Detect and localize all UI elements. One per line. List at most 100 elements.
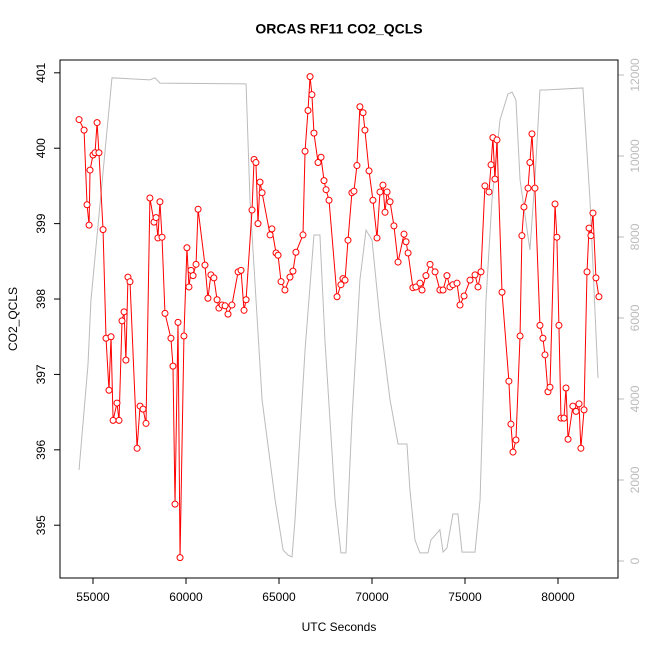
data-point [248,206,256,214]
data-point [386,198,394,206]
data-point [133,444,141,452]
data-point [356,103,364,111]
data-point [95,149,103,157]
data-point [120,308,128,316]
data-point [460,292,468,300]
x-tick-label: 60000 [169,590,203,604]
y2-tick-label: 0 [628,557,642,564]
data-point [569,402,577,410]
y-tick-label: 400 [34,138,48,158]
data-point [107,333,115,341]
data-point [551,200,559,208]
data-point [254,220,262,228]
data-point [422,272,430,280]
data-point [224,310,232,318]
data-point [171,500,179,508]
y-axis-label: CO2_QCLS [6,287,20,351]
data-point [585,224,593,232]
data-point [75,116,83,124]
data-point [516,332,524,340]
data-point [583,268,591,276]
data-point [439,286,447,294]
data-point [474,283,482,291]
x-tick-label: 70000 [355,590,389,604]
data-point [189,272,197,280]
data-point [487,161,495,169]
data-point [390,222,398,230]
y2-tick-label: 8000 [628,223,642,250]
data-point [379,181,387,189]
data-point [161,309,169,317]
data-point [564,435,572,443]
data-point [252,159,260,167]
data-point [466,276,474,284]
data-point [156,198,164,206]
data-point [281,286,289,294]
data-point [477,268,485,276]
data-point [308,91,316,99]
data-point [498,288,506,296]
data-point [369,196,377,204]
y-tick-label: 395 [34,515,48,535]
x-tick-label: 80000 [541,590,575,604]
data-point [572,407,580,415]
data-point [505,377,513,385]
data-point [443,272,451,280]
data-point [350,187,358,195]
data-point [126,278,134,286]
x-tick-label: 55000 [76,590,110,604]
data-point [320,177,328,185]
data-point [580,406,588,414]
data-point [344,236,352,244]
data-point [361,126,369,134]
data-point [146,194,154,202]
data-point [277,278,285,286]
y-tick-label: 398 [34,289,48,309]
data-point [286,273,294,281]
data-point [325,196,333,204]
chart-title: ORCAS RF11 CO2_QCLS [255,21,422,37]
data-point [228,301,236,309]
data-point [562,384,570,392]
data-point [471,271,479,279]
data-point [353,162,361,170]
data-point [402,238,410,246]
y-tick-label: 397 [34,364,48,384]
data-point [518,232,526,240]
data-point [242,296,250,304]
data-point [274,251,282,259]
data-point [185,283,193,291]
data-point [118,317,126,325]
data-point [481,182,489,190]
data-point [99,226,107,234]
data-point [86,166,94,174]
y2-tick-label: 12000 [628,58,642,92]
data-point [258,189,266,197]
y2-tick-label: 2000 [628,466,642,493]
data-point [589,209,597,217]
data-point [546,383,554,391]
data-point [142,419,150,427]
data-point [213,296,221,304]
data-point [122,356,130,364]
data-point [526,159,534,167]
data-point [400,230,408,238]
data-point [493,136,501,144]
data-point [301,147,309,155]
y2-tick-label: 4000 [628,385,642,412]
data-point [221,302,229,310]
plot-frame [59,59,619,579]
data-point [520,203,528,211]
data-point [139,405,147,413]
data-point [192,260,200,268]
data-point [93,119,101,127]
y2-tick-label: 10000 [628,139,642,173]
x-tick-label: 65000 [262,590,296,604]
data-point [210,274,218,282]
data-point [509,448,517,456]
data-point [577,444,585,452]
data-point [194,205,202,213]
data-point [167,334,175,342]
data-point [174,318,182,326]
